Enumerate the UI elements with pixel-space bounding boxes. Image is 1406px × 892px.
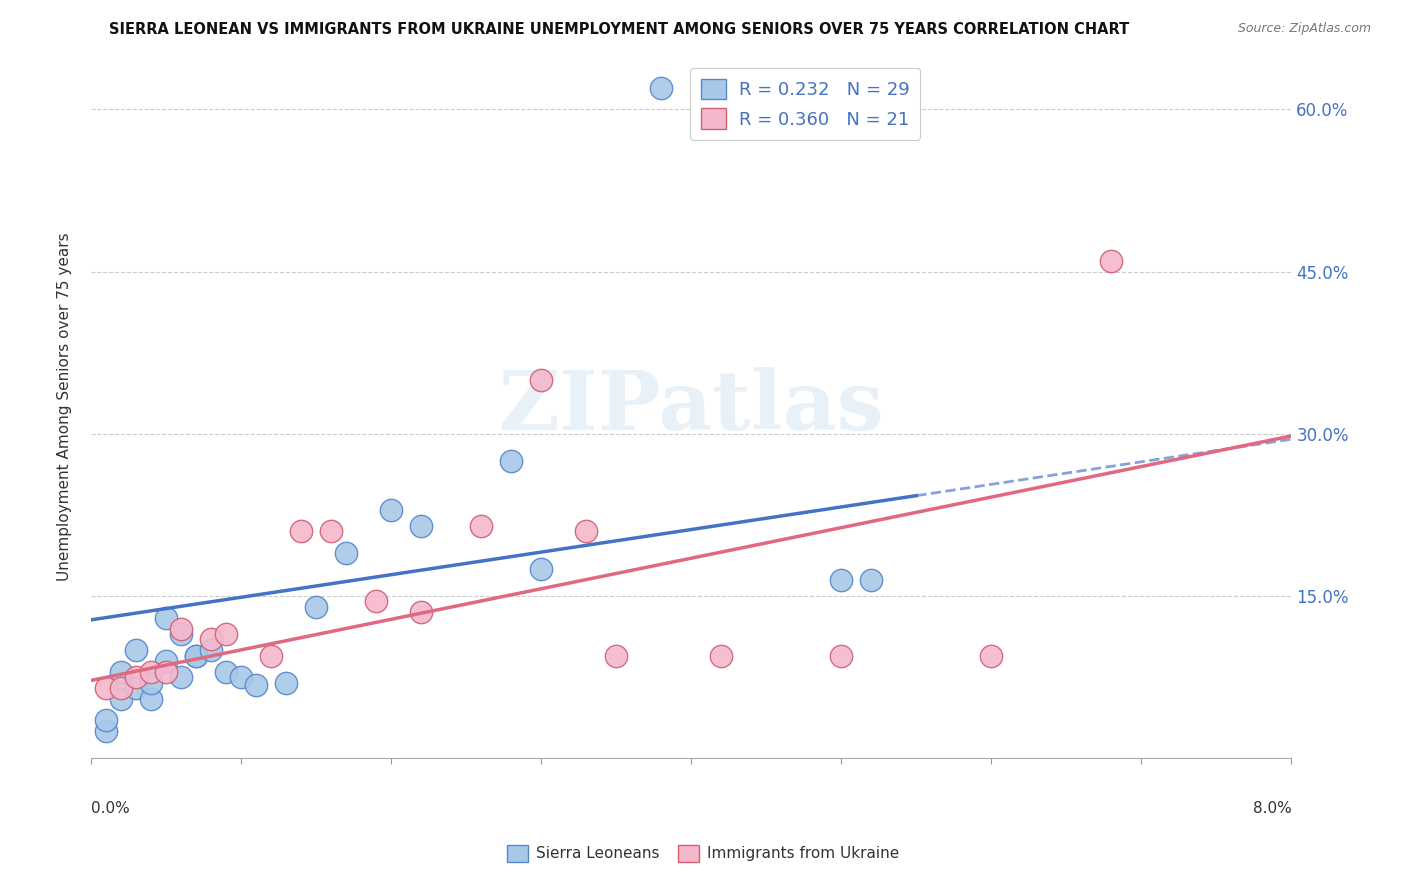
Point	[94, 681, 117, 695]
Point	[501, 454, 523, 468]
Point	[215, 665, 238, 679]
Point	[380, 502, 402, 516]
Point	[530, 562, 553, 576]
Legend: Sierra Leoneans, Immigrants from Ukraine: Sierra Leoneans, Immigrants from Ukraine	[501, 838, 905, 868]
Point	[650, 80, 672, 95]
Point	[245, 678, 267, 692]
Point	[860, 573, 883, 587]
Y-axis label: Unemployment Among Seniors over 75 years: Unemployment Among Seniors over 75 years	[58, 233, 72, 581]
Point	[125, 643, 148, 657]
Point	[139, 691, 162, 706]
Point	[830, 648, 852, 663]
Point	[200, 632, 222, 647]
Point	[110, 681, 132, 695]
Point	[125, 681, 148, 695]
Text: 0.0%: 0.0%	[91, 800, 129, 815]
Point	[725, 80, 748, 95]
Point	[605, 648, 627, 663]
Point	[139, 665, 162, 679]
Point	[575, 524, 598, 538]
Point	[200, 643, 222, 657]
Point	[1099, 253, 1122, 268]
Text: 8.0%: 8.0%	[1253, 800, 1292, 815]
Point	[94, 724, 117, 739]
Point	[170, 627, 193, 641]
Point	[155, 654, 177, 668]
Point	[260, 648, 283, 663]
Point	[710, 648, 733, 663]
Point	[155, 665, 177, 679]
Point	[184, 648, 207, 663]
Point	[110, 691, 132, 706]
Point	[125, 670, 148, 684]
Point	[184, 648, 207, 663]
Point	[155, 610, 177, 624]
Point	[139, 675, 162, 690]
Point	[409, 518, 432, 533]
Point	[530, 373, 553, 387]
Point	[170, 622, 193, 636]
Point	[980, 648, 1002, 663]
Legend: R = 0.232   N = 29, R = 0.360   N = 21: R = 0.232 N = 29, R = 0.360 N = 21	[690, 68, 921, 140]
Point	[290, 524, 312, 538]
Point	[305, 599, 328, 614]
Text: Source: ZipAtlas.com: Source: ZipAtlas.com	[1237, 22, 1371, 36]
Point	[274, 675, 297, 690]
Point	[319, 524, 342, 538]
Text: ZIPatlas: ZIPatlas	[499, 367, 884, 447]
Point	[830, 573, 852, 587]
Point	[364, 594, 387, 608]
Point	[170, 670, 193, 684]
Point	[229, 670, 252, 684]
Point	[470, 518, 492, 533]
Point	[94, 714, 117, 728]
Point	[409, 605, 432, 619]
Point	[110, 665, 132, 679]
Point	[335, 546, 357, 560]
Point	[215, 627, 238, 641]
Text: SIERRA LEONEAN VS IMMIGRANTS FROM UKRAINE UNEMPLOYMENT AMONG SENIORS OVER 75 YEA: SIERRA LEONEAN VS IMMIGRANTS FROM UKRAIN…	[108, 22, 1129, 37]
